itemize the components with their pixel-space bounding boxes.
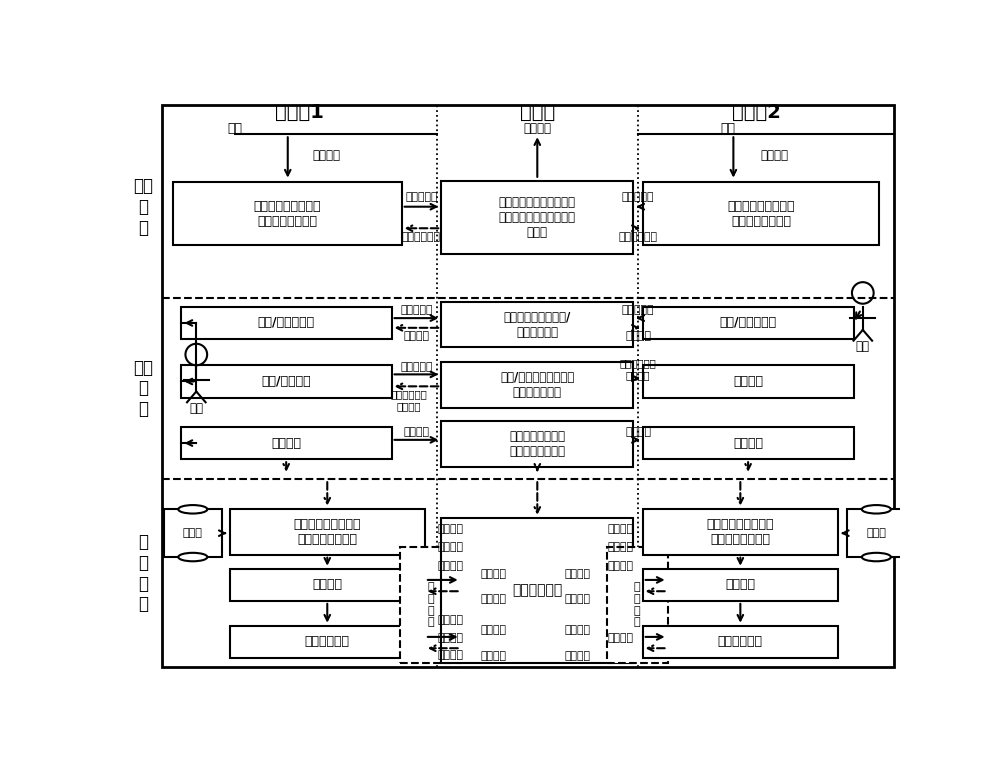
Text: 内网等値: 内网等値 bbox=[725, 578, 755, 591]
Text: 计
算
管
理: 计 算 管 理 bbox=[139, 533, 149, 613]
FancyBboxPatch shape bbox=[643, 508, 838, 555]
Text: 添加/移除子系统: 添加/移除子系统 bbox=[720, 316, 777, 330]
Ellipse shape bbox=[178, 505, 207, 514]
Text: 网络: 网络 bbox=[720, 122, 735, 135]
FancyBboxPatch shape bbox=[164, 509, 222, 557]
Text: 通知启动: 通知启动 bbox=[625, 427, 651, 437]
Text: 发送数据处理
对象引用: 发送数据处理 对象引用 bbox=[620, 358, 656, 380]
Text: 动态潮流计算: 动态潮流计算 bbox=[718, 635, 763, 648]
Text: 节
点
映
射: 节 点 映 射 bbox=[427, 582, 434, 627]
FancyBboxPatch shape bbox=[441, 518, 633, 663]
Text: 数据库: 数据库 bbox=[183, 528, 203, 538]
FancyBboxPatch shape bbox=[230, 625, 425, 658]
FancyBboxPatch shape bbox=[441, 302, 633, 347]
Text: 边界信息: 边界信息 bbox=[607, 561, 633, 571]
FancyBboxPatch shape bbox=[643, 625, 838, 658]
Text: 启动计算: 启动计算 bbox=[271, 436, 301, 450]
Text: 添加/移除子系统: 添加/移除子系统 bbox=[258, 316, 315, 330]
Text: 内网等值: 内网等值 bbox=[607, 524, 633, 534]
FancyBboxPatch shape bbox=[230, 508, 425, 555]
Text: 返回数据处理
对象引用: 返回数据处理 对象引用 bbox=[390, 389, 427, 411]
FancyBboxPatch shape bbox=[643, 568, 838, 601]
Text: 边界信息: 边界信息 bbox=[438, 561, 464, 571]
Text: 公告对象: 公告对象 bbox=[523, 122, 551, 135]
Text: 边界信息: 边界信息 bbox=[438, 650, 464, 660]
Text: 外网等值: 外网等值 bbox=[607, 542, 633, 552]
Text: 发送系统号: 发送系统号 bbox=[622, 192, 654, 202]
Text: 建立联络线端点与协
调层节点号的映射: 建立联络线端点与协 调层节点号的映射 bbox=[727, 200, 795, 228]
Text: 外网等值: 外网等值 bbox=[480, 594, 506, 604]
Text: 内网等值: 内网等值 bbox=[438, 524, 464, 534]
FancyBboxPatch shape bbox=[441, 363, 633, 408]
Text: 遍历系统号列表，
逐个通知启动计算: 遍历系统号列表， 逐个通知启动计算 bbox=[509, 430, 565, 458]
Text: 内网等值: 内网等值 bbox=[438, 615, 464, 625]
Text: 发送系统号: 发送系统号 bbox=[405, 192, 438, 202]
Text: 内网等值: 内网等值 bbox=[480, 568, 506, 579]
Text: 协调层: 协调层 bbox=[520, 103, 555, 122]
Text: 边界信息: 边界信息 bbox=[565, 651, 591, 661]
Text: 外网等值: 外网等值 bbox=[438, 633, 464, 643]
Text: 内网等値: 内网等値 bbox=[312, 578, 342, 591]
FancyBboxPatch shape bbox=[173, 182, 402, 245]
Text: 成功返回: 成功返回 bbox=[625, 331, 651, 340]
FancyBboxPatch shape bbox=[441, 182, 633, 255]
Text: 系统
管
理: 系统 管 理 bbox=[134, 359, 154, 418]
Text: 发送系统号: 发送系统号 bbox=[622, 306, 654, 315]
Text: 动态潮流计算: 动态潮流计算 bbox=[305, 635, 350, 648]
Text: 用户: 用户 bbox=[856, 340, 870, 353]
FancyBboxPatch shape bbox=[400, 547, 461, 663]
Text: 发送系统号: 发送系统号 bbox=[400, 306, 433, 315]
FancyBboxPatch shape bbox=[181, 307, 392, 339]
FancyBboxPatch shape bbox=[847, 509, 905, 557]
Text: 返回映射关系: 返回映射关系 bbox=[402, 233, 441, 242]
Text: 边界信息: 边界信息 bbox=[480, 651, 506, 661]
Text: 解析对象: 解析对象 bbox=[760, 150, 788, 163]
Text: 子系统1: 子系统1 bbox=[275, 103, 324, 122]
Text: 网络
通
信: 网络 通 信 bbox=[134, 177, 154, 236]
Text: 内网等值: 内网等值 bbox=[565, 568, 591, 579]
Text: 建立联络线端点与协
调层节点号的映射: 建立联络线端点与协 调层节点号的映射 bbox=[254, 200, 321, 228]
Ellipse shape bbox=[862, 553, 891, 562]
FancyBboxPatch shape bbox=[441, 421, 633, 467]
Text: 节
点
映
射: 节 点 映 射 bbox=[634, 582, 641, 627]
Text: 网络: 网络 bbox=[228, 122, 243, 135]
FancyBboxPatch shape bbox=[230, 568, 425, 601]
Text: 外网等值: 外网等值 bbox=[438, 542, 464, 552]
Text: 读入电网模型并拓扑
分析形成计算模型: 读入电网模型并拓扑 分析形成计算模型 bbox=[294, 518, 361, 546]
Text: 子系统2: 子系统2 bbox=[732, 103, 781, 122]
Text: 启动计算: 启动计算 bbox=[733, 436, 763, 450]
FancyBboxPatch shape bbox=[162, 105, 894, 667]
Text: 读入电网模型并拓扑
分析形成计算模型: 读入电网模型并拓扑 分析形成计算模型 bbox=[707, 518, 774, 546]
Text: 协调处理对象: 协调处理对象 bbox=[512, 583, 562, 597]
Text: 外网等值: 外网等值 bbox=[565, 594, 591, 604]
Text: 返回映射关系: 返回映射关系 bbox=[619, 233, 658, 242]
FancyBboxPatch shape bbox=[643, 182, 879, 245]
Text: 数据库: 数据库 bbox=[866, 528, 886, 538]
FancyBboxPatch shape bbox=[181, 366, 392, 397]
Text: 发送系统号: 发送系统号 bbox=[400, 362, 433, 372]
Text: 从系统号列表中添加/
删除子系统号: 从系统号列表中添加/ 删除子系统号 bbox=[504, 311, 571, 338]
FancyBboxPatch shape bbox=[643, 307, 854, 339]
Text: 解析对象: 解析对象 bbox=[312, 150, 340, 163]
Text: 成功返回: 成功返回 bbox=[403, 331, 429, 340]
Text: 边界信息: 边界信息 bbox=[607, 633, 633, 643]
FancyBboxPatch shape bbox=[607, 547, 668, 663]
Text: 边界信息: 边界信息 bbox=[480, 625, 506, 635]
Text: 激活/失效对象: 激活/失效对象 bbox=[261, 375, 311, 388]
FancyBboxPatch shape bbox=[643, 427, 854, 459]
Text: 存储引用: 存储引用 bbox=[733, 375, 763, 388]
Text: 用户: 用户 bbox=[189, 402, 203, 415]
Ellipse shape bbox=[862, 505, 891, 514]
Text: 边界信息: 边界信息 bbox=[565, 625, 591, 635]
Text: 分配/释放内存，实例化
协调处理对象。: 分配/释放内存，实例化 协调处理对象。 bbox=[500, 372, 574, 399]
Ellipse shape bbox=[178, 553, 207, 562]
FancyBboxPatch shape bbox=[181, 427, 392, 459]
Text: 建立联络线名称和连接系
统号与节点号的二对一映
射关系: 建立联络线名称和连接系 统号与节点号的二对一映 射关系 bbox=[499, 196, 576, 239]
Text: 通知启动: 通知启动 bbox=[403, 427, 429, 437]
FancyBboxPatch shape bbox=[643, 366, 854, 397]
